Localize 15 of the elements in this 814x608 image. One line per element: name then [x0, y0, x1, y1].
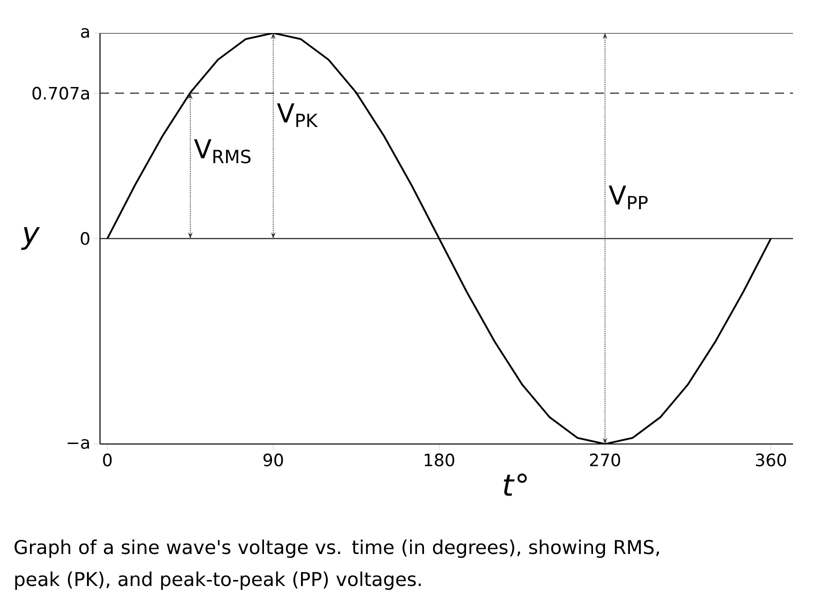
y-axis-title: y: [21, 227, 40, 250]
series-label: V$_{PP}$: [608, 186, 648, 210]
x-axis-title: t°: [504, 474, 527, 496]
y-tick-label: a: [81, 28, 89, 38]
x-tick-label: 90: [264, 454, 283, 466]
x-tick-label: 360: [756, 454, 786, 466]
x-tick-label: 180: [424, 454, 454, 466]
series-label: V$_{RMS}$: [194, 139, 251, 164]
y-tick-label: 0.707a: [32, 86, 89, 100]
text: Graph of a sine wave's voltage vs. time (in degrees), showing RMS, peak (PK), and peak-to-peak (PP) voltages.: [14, 540, 659, 590]
series-label: V$_{PK}$: [276, 103, 318, 128]
x-tick-label: 0: [103, 454, 112, 466]
y-tick-label: −a: [68, 439, 89, 449]
x-tick-label: 270: [590, 454, 620, 466]
y-tick-label: 0: [80, 232, 90, 245]
